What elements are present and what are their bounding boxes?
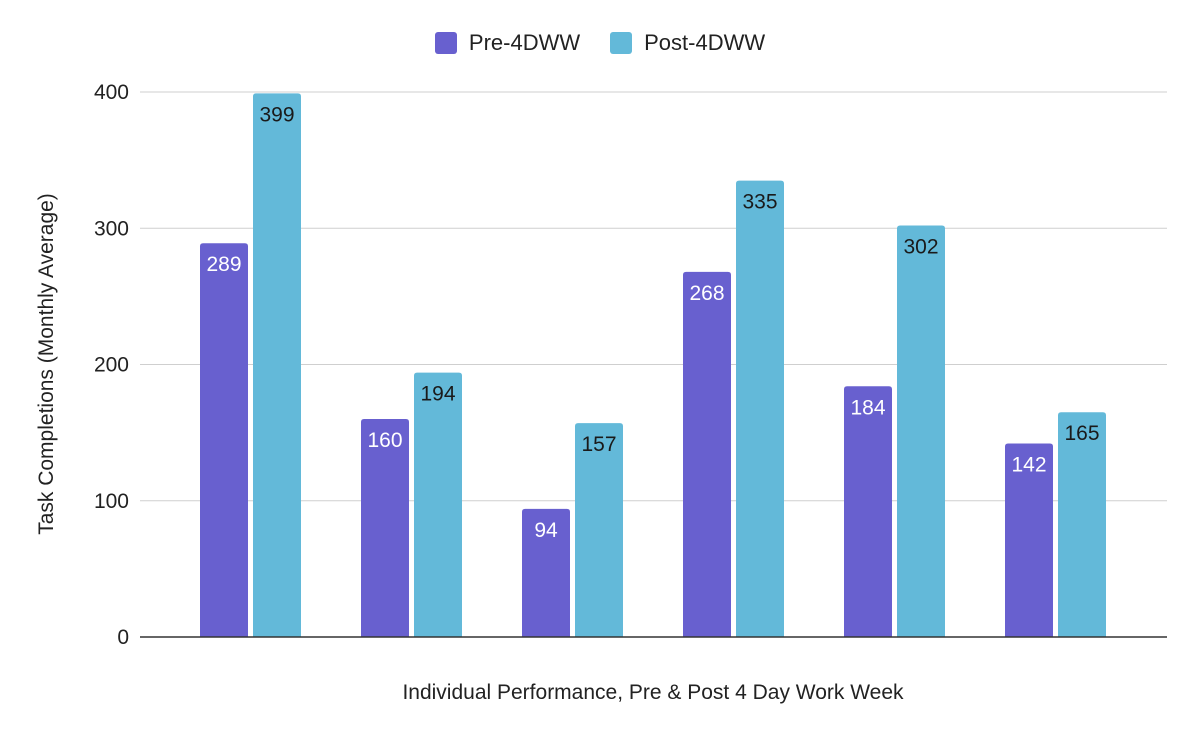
y-tick-label: 0 [117, 626, 129, 649]
y-axis-ticks: 0 100 200 300 400 [94, 81, 129, 649]
data-label-pre-4dww: 142 [1011, 454, 1046, 477]
x-axis-title: Individual Performance, Pre & Post 4 Day… [402, 681, 904, 704]
legend-swatch-pre-4dww [434, 32, 457, 54]
legend-item-post-4dww: Post-4DWW [610, 30, 765, 56]
bar-labels: 289 399 160 194 94 157 268 335 184 302 142 165 [206, 103, 1099, 542]
legend-item-pre-4dww: Pre-4DWW [434, 30, 581, 56]
data-label-pre-4dww: 94 [534, 519, 558, 542]
y-tick-label: 100 [94, 490, 129, 513]
data-label-pre-4dww: 268 [689, 282, 724, 305]
bar-post-4dww [1058, 412, 1106, 637]
bar-pre-4dww [683, 271, 731, 637]
y-axis-title: Task Completions (Monthly Average) [35, 193, 58, 535]
data-label-pre-4dww: 289 [206, 253, 241, 276]
bar-pre-4dww [1005, 443, 1053, 637]
legend: Pre-4DWW Post-4DWW [0, 30, 1200, 56]
bar-pre-4dww [844, 386, 892, 637]
bars [200, 93, 1106, 638]
bar-pre-4dww [361, 419, 409, 637]
data-label-pre-4dww: 184 [850, 396, 885, 419]
y-tick-label: 400 [94, 81, 129, 104]
data-label-post-4dww: 302 [903, 236, 938, 259]
gridlines [140, 91, 1167, 502]
y-tick-label: 300 [94, 217, 129, 240]
bar-post-4dww [414, 372, 462, 637]
data-label-post-4dww: 399 [259, 103, 294, 126]
y-tick-label: 200 [94, 354, 129, 377]
bar-pre-4dww [522, 508, 570, 637]
data-label-post-4dww: 157 [581, 433, 616, 456]
bar-post-4dww [736, 180, 784, 637]
data-label-pre-4dww: 160 [367, 429, 402, 452]
bar-post-4dww [897, 225, 945, 637]
data-label-post-4dww: 165 [1064, 422, 1099, 445]
legend-label-pre-4dww: Pre-4DWW [468, 30, 581, 55]
bar-post-4dww [575, 423, 623, 637]
legend-label-post-4dww: Post-4DWW [644, 30, 766, 55]
bar-pre-4dww [200, 243, 248, 638]
data-label-post-4dww: 194 [420, 383, 455, 406]
data-label-post-4dww: 335 [742, 191, 777, 214]
legend-swatch-post-4dww [610, 32, 633, 54]
bar-post-4dww [253, 93, 301, 638]
